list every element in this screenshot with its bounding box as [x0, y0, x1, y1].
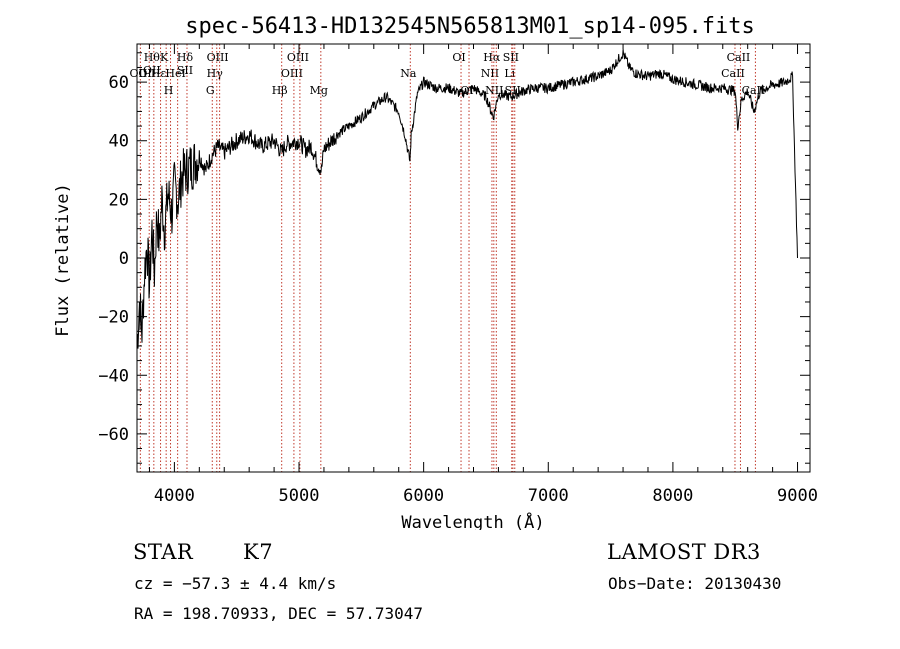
x-tick-label: 6000: [403, 486, 444, 506]
marker-label: OII: [138, 67, 156, 80]
x-tick-label: 8000: [652, 486, 693, 506]
marker-label: NII: [485, 84, 503, 97]
flux-series-line: [136, 49, 798, 349]
marker-label: OI: [452, 51, 465, 64]
y-tick-label: 20: [109, 190, 129, 210]
chart-title: spec-56413-HD132545N565813M01_sp14-095.f…: [185, 14, 755, 39]
x-tick-label: 5000: [279, 486, 320, 506]
marker-label: Hθ: [144, 51, 161, 64]
marker-label: Na: [400, 67, 417, 80]
marker-label: Hδ: [177, 51, 194, 64]
marker-label: OIII: [281, 67, 303, 80]
marker-label: H: [164, 84, 174, 97]
y-tick-label: −20: [98, 308, 129, 328]
marker-label: G: [206, 84, 215, 97]
spectrum-plot: spec-56413-HD132545N565813M01_sp14-095.f…: [53, 14, 818, 530]
marker-label: HeI: [165, 67, 185, 80]
marker-label: Hγ: [207, 67, 224, 80]
y-tick-label: 0: [119, 249, 129, 269]
coordinates: RA = 198.70933, DEC = 57.73047: [134, 604, 423, 623]
x-tick-label: 7000: [528, 486, 569, 506]
y-tick-label: 40: [109, 132, 129, 152]
marker-label: Hβ: [272, 84, 288, 97]
marker-label: SII: [503, 51, 519, 64]
x-tick-label: 9000: [777, 486, 818, 506]
spectral-line-markers: OIIOIIHθOIIHεKHHeIHδSIIGHγOIIIHβOIIIOIII…: [130, 44, 765, 472]
marker-label: Hα: [483, 51, 501, 64]
marker-label: K: [160, 51, 169, 64]
x-tick-label: 4000: [154, 486, 195, 506]
marker-label: Mg: [310, 84, 328, 97]
object-class: STAR: [133, 540, 194, 564]
redshift-velocity: cz = −57.3 ± 4.4 km/s: [134, 574, 337, 593]
marker-label: CaII: [727, 51, 751, 64]
marker-label: NII: [481, 67, 499, 80]
y-axis-label: Flux (relative): [53, 183, 73, 337]
y-tick-label: −60: [98, 425, 129, 445]
axis-ticks: 4000 5000 6000 7000 8000 9000 −60 −40 −20 0 20 40 60: [98, 44, 818, 506]
x-axis-label: Wavelength (Å): [401, 511, 544, 530]
y-tick-label: −40: [98, 366, 129, 386]
marker-label: OIII: [287, 51, 309, 64]
marker-label: Hε: [151, 67, 167, 80]
marker-label: CaII: [721, 67, 745, 80]
y-tick-label: 60: [109, 73, 129, 93]
marker-label: Li: [504, 67, 515, 80]
plot-frame: [136, 43, 811, 473]
object-subclass: K7: [243, 540, 274, 564]
marker-label: OII: [130, 67, 148, 80]
marker-label: SII: [177, 64, 193, 77]
marker-label: OIII: [207, 51, 229, 64]
observation-date: Obs−Date: 20130430: [608, 574, 782, 593]
marker-label: OII: [143, 64, 161, 77]
survey-name: LAMOST DR3: [607, 540, 761, 564]
